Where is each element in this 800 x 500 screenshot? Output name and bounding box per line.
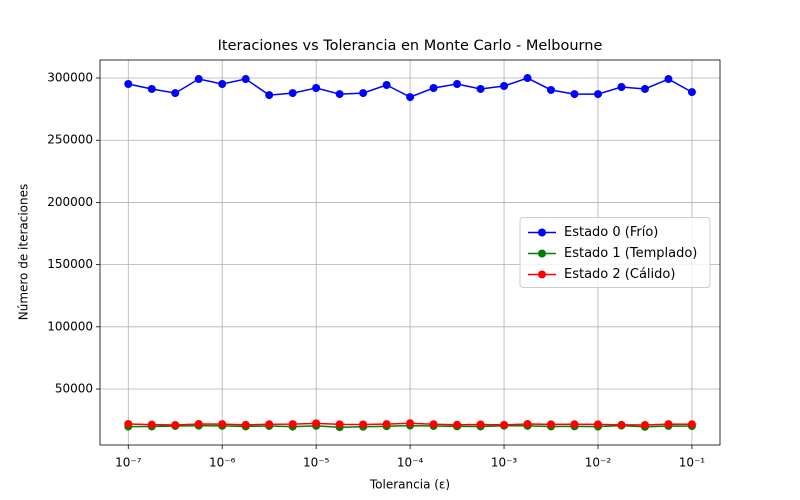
data-point xyxy=(500,81,509,90)
chart-title: Iteraciones vs Tolerancia en Monte Carlo… xyxy=(218,38,603,54)
data-point xyxy=(429,83,438,92)
data-point xyxy=(288,420,297,429)
data-point xyxy=(265,420,274,429)
data-point xyxy=(453,420,462,429)
plot-frame xyxy=(99,59,721,446)
data-point xyxy=(687,88,696,97)
data-point xyxy=(382,81,391,90)
legend-marker xyxy=(538,270,546,279)
legend-marker xyxy=(538,249,546,258)
legend-box xyxy=(519,217,711,288)
data-point xyxy=(218,80,227,89)
data-point xyxy=(147,420,156,429)
data-point xyxy=(171,420,180,429)
data-point xyxy=(570,90,579,99)
x-tick-label: 10⁻² xyxy=(585,456,612,470)
legend-label: Estado 0 (Frío) xyxy=(564,225,658,240)
data-point xyxy=(687,420,696,429)
data-point xyxy=(335,420,344,429)
x-tick-label: 10⁻⁴ xyxy=(397,456,424,470)
y-tick-label: 300000 xyxy=(47,71,93,85)
data-point xyxy=(312,83,321,92)
data-point xyxy=(593,90,602,99)
data-point xyxy=(593,420,602,429)
data-point xyxy=(406,93,415,102)
data-point xyxy=(640,84,649,93)
data-point xyxy=(429,420,438,429)
data-point xyxy=(664,420,673,429)
data-point xyxy=(124,419,133,428)
data-point xyxy=(617,82,626,91)
data-point xyxy=(147,84,156,93)
data-point xyxy=(476,420,485,429)
data-point xyxy=(241,420,250,429)
data-point xyxy=(265,91,274,100)
y-tick-label: 200000 xyxy=(47,195,93,209)
data-point xyxy=(171,89,180,98)
data-point xyxy=(194,75,203,84)
data-point xyxy=(617,420,626,429)
data-point xyxy=(312,419,321,428)
data-point xyxy=(359,420,368,429)
data-point xyxy=(500,420,509,429)
data-point xyxy=(523,74,532,83)
data-point xyxy=(124,80,133,89)
x-tick-label: 10⁻⁷ xyxy=(115,456,142,470)
data-point xyxy=(288,89,297,98)
data-point xyxy=(523,419,532,428)
x-tick-label: 10⁻³ xyxy=(491,456,518,470)
data-point xyxy=(406,419,415,428)
y-axis-label: Número de iteraciones xyxy=(17,184,31,321)
y-tick-label: 150000 xyxy=(47,257,93,271)
data-point xyxy=(382,420,391,429)
legend: Estado 0 (Frío) Estado 1 (Templado) Estado… xyxy=(519,217,711,288)
data-point xyxy=(335,90,344,99)
data-point xyxy=(453,80,462,89)
legend-label: Estado 1 (Templado) xyxy=(564,246,697,261)
data-point xyxy=(218,420,227,429)
y-tick-label: 100000 xyxy=(47,319,93,333)
y-tick-label: 250000 xyxy=(47,133,93,147)
x-tick-label: 10⁻¹ xyxy=(679,456,706,470)
x-tick-label: 10⁻⁶ xyxy=(209,456,236,470)
legend-label: Estado 2 (Cálido) xyxy=(564,267,675,282)
data-point xyxy=(194,419,203,428)
x-axis-label: Tolerancia (ε) xyxy=(369,478,450,492)
data-point xyxy=(640,420,649,429)
data-point xyxy=(664,75,673,84)
data-point xyxy=(476,84,485,93)
data-point xyxy=(359,89,368,98)
data-point xyxy=(241,75,250,84)
legend-marker xyxy=(538,228,546,237)
x-tick-label: 10⁻⁵ xyxy=(303,456,330,470)
data-point xyxy=(570,420,579,429)
data-point xyxy=(547,420,556,429)
y-tick-label: 50000 xyxy=(55,382,93,396)
data-point xyxy=(547,85,556,94)
